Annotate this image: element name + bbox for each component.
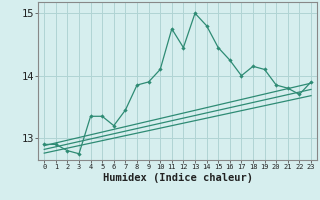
X-axis label: Humidex (Indice chaleur): Humidex (Indice chaleur): [103, 173, 252, 183]
